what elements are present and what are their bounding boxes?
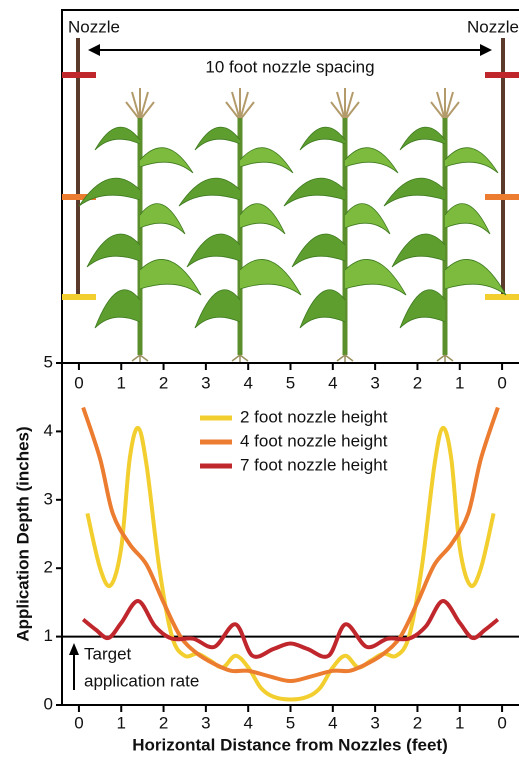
nozzle-label: Nozzle bbox=[467, 17, 519, 36]
x-tick-label: 1 bbox=[455, 713, 464, 732]
illustration: Nozzle Nozzle 10 foot nozzle spacing bbox=[61, 9, 519, 363]
top-tick-label: 0 bbox=[74, 373, 83, 392]
x-tick-label: 2 bbox=[159, 713, 168, 732]
corn-leaf bbox=[239, 147, 294, 174]
corn-leaf bbox=[399, 126, 446, 151]
corn-root bbox=[231, 354, 249, 362]
nozzle-pole bbox=[76, 38, 80, 300]
x-tick-label: 0 bbox=[497, 713, 506, 732]
corn-leaf bbox=[239, 203, 286, 235]
corn-tassel bbox=[125, 88, 155, 121]
top-tick-label: 1 bbox=[117, 373, 126, 392]
y-tick-label: 4 bbox=[44, 421, 53, 440]
x-tick-label: 4 bbox=[243, 713, 252, 732]
y-tick-label: 2 bbox=[44, 558, 53, 577]
corn-leaf bbox=[186, 233, 241, 268]
corn-leaf bbox=[291, 233, 346, 268]
nozzle-marker bbox=[485, 194, 519, 200]
x-tick-label: 4 bbox=[328, 713, 337, 732]
x-tick-label: 3 bbox=[370, 713, 379, 732]
x-axis-title: Horizontal Distance from Nozzles (feet) bbox=[132, 735, 448, 754]
top-tick-label: 4 bbox=[328, 373, 337, 392]
spacing-label: 10 foot nozzle spacing bbox=[205, 57, 374, 76]
annotation: application rate bbox=[84, 671, 199, 690]
nozzle-marker bbox=[62, 72, 96, 78]
top-tick-label: 5 bbox=[286, 373, 295, 392]
illustration-frame bbox=[61, 9, 519, 363]
corn-leaf bbox=[444, 203, 491, 235]
corn-leaf bbox=[383, 177, 446, 207]
series-line bbox=[81, 599, 500, 659]
corn-leaf bbox=[94, 126, 141, 151]
nozzle-pole bbox=[501, 38, 505, 300]
annotation: Target bbox=[84, 644, 132, 663]
corn-leaf bbox=[391, 233, 446, 268]
y-tick-label: 5 bbox=[44, 352, 53, 371]
y-tick-label: 3 bbox=[44, 489, 53, 508]
corn-leaf bbox=[283, 177, 346, 207]
corn-leaf bbox=[344, 203, 391, 235]
x-tick-label: 0 bbox=[74, 713, 83, 732]
corn-leaf bbox=[194, 126, 241, 151]
series-line bbox=[85, 425, 496, 702]
arrow-head bbox=[480, 44, 492, 56]
nozzle-marker bbox=[62, 194, 96, 200]
corn-leaf bbox=[239, 259, 302, 296]
top-tick-label: 1 bbox=[455, 373, 464, 392]
corn-tassel bbox=[430, 88, 460, 121]
y-axis-title: Application Depth (inches) bbox=[13, 426, 32, 641]
y-tick-label: 0 bbox=[44, 694, 53, 713]
top-tick-label: 3 bbox=[370, 373, 379, 392]
arrow-head bbox=[69, 643, 79, 655]
top-tick-label: 2 bbox=[413, 373, 422, 392]
corn-leaf bbox=[299, 289, 346, 329]
legend-label: 7 foot nozzle height bbox=[240, 455, 388, 474]
series-line bbox=[81, 406, 500, 684]
top-tick-label: 0 bbox=[497, 373, 506, 392]
x-tick-label: 5 bbox=[286, 713, 295, 732]
x-tick-label: 3 bbox=[201, 713, 210, 732]
nozzle-label: Nozzle bbox=[68, 17, 120, 36]
top-tick-label: 3 bbox=[201, 373, 210, 392]
legend-label: 4 foot nozzle height bbox=[240, 431, 388, 450]
corn-leaf bbox=[344, 259, 407, 296]
corn-leaf bbox=[139, 147, 194, 174]
top-tick-label: 4 bbox=[243, 373, 252, 392]
top-tick-label: 2 bbox=[159, 373, 168, 392]
arrow-head bbox=[88, 44, 100, 56]
corn-tassel bbox=[225, 88, 255, 121]
x-tick-label: 2 bbox=[413, 713, 422, 732]
corn-leaf bbox=[344, 147, 399, 174]
corn-leaf bbox=[139, 259, 202, 296]
nozzle-marker bbox=[62, 294, 96, 300]
corn-leaf bbox=[299, 126, 346, 151]
corn-root bbox=[436, 354, 454, 362]
y-tick-label: 1 bbox=[44, 626, 53, 645]
corn-leaf bbox=[399, 289, 446, 329]
x-tick-label: 1 bbox=[117, 713, 126, 732]
corn-leaf bbox=[139, 203, 186, 235]
legend-label: 2 foot nozzle height bbox=[240, 407, 388, 426]
corn-leaf bbox=[94, 289, 141, 329]
corn-leaf bbox=[86, 233, 141, 268]
nozzle-marker bbox=[485, 294, 519, 300]
nozzle-marker bbox=[485, 72, 519, 78]
corn-root bbox=[336, 354, 354, 362]
corn-tassel bbox=[330, 88, 360, 121]
corn-root bbox=[131, 354, 149, 362]
corn-leaf bbox=[444, 147, 499, 174]
corn-leaf bbox=[78, 177, 141, 207]
corn-leaf bbox=[194, 289, 241, 329]
corn-leaf bbox=[444, 259, 507, 296]
corn-plants bbox=[78, 88, 507, 362]
corn-leaf bbox=[178, 177, 241, 207]
